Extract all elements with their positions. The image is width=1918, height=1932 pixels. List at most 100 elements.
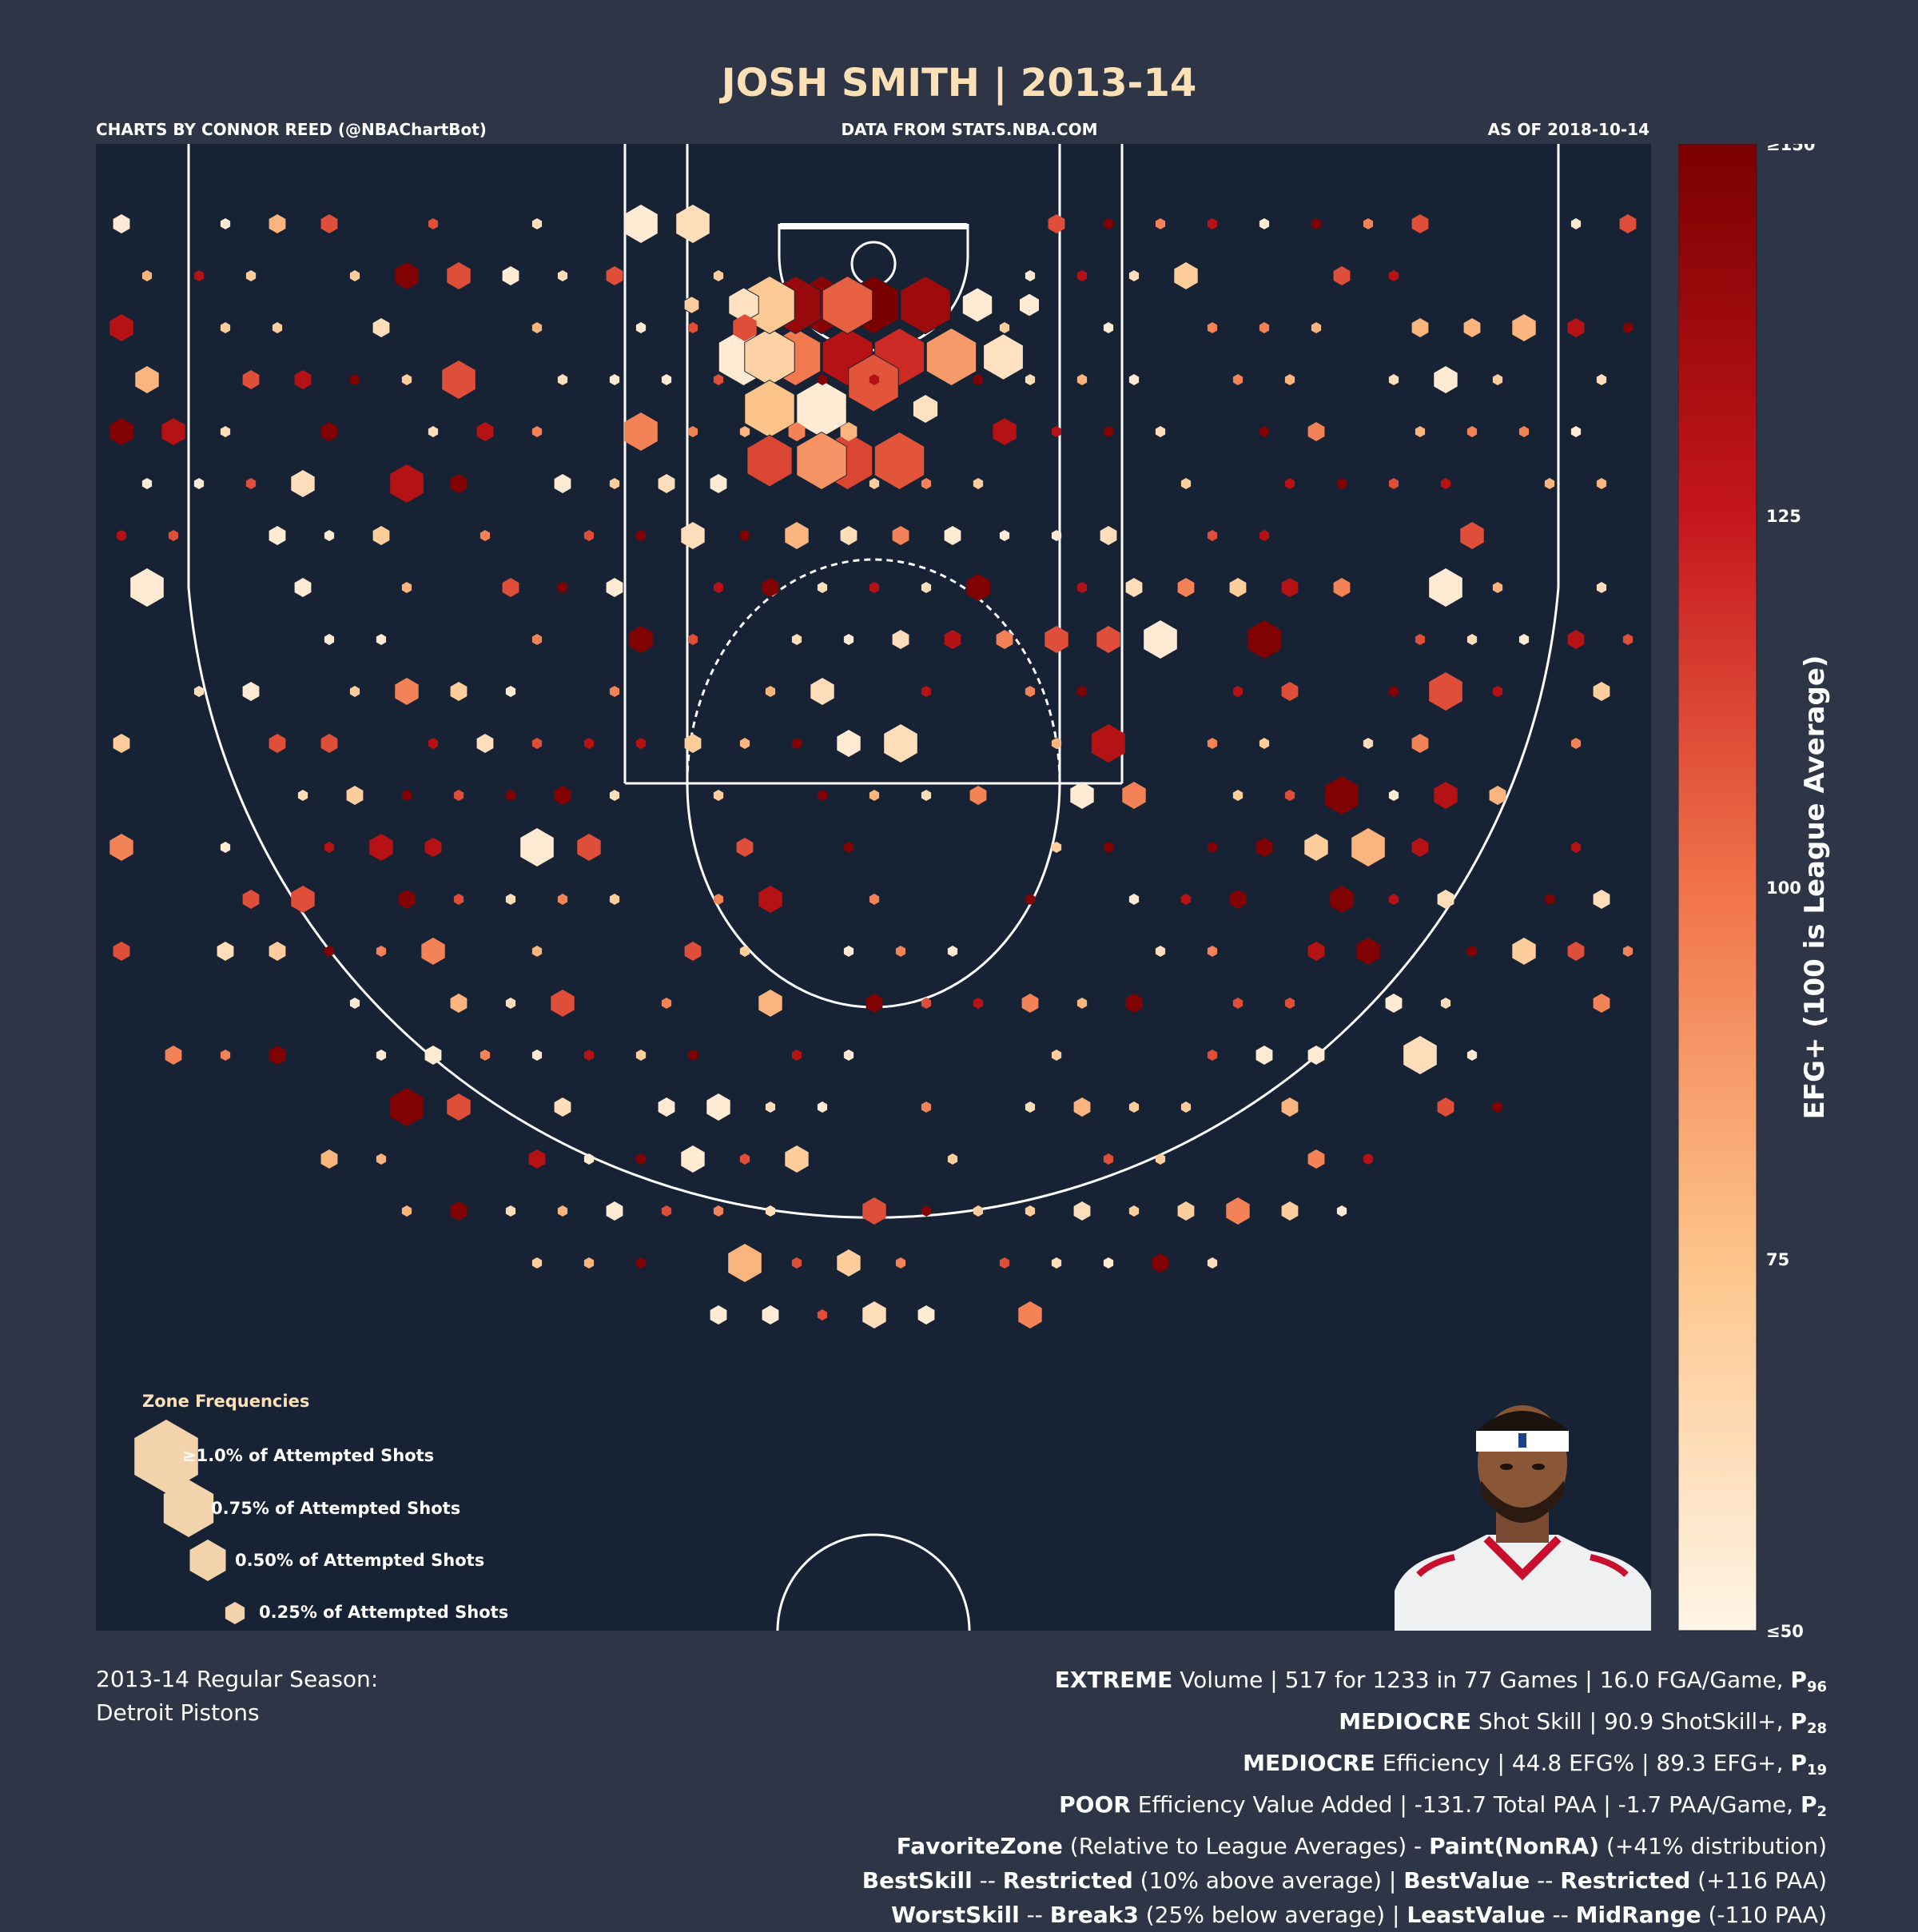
season-line: 2013-14 Regular Season: xyxy=(96,1666,379,1692)
bin-hex xyxy=(1336,1205,1347,1217)
bin-hex xyxy=(1259,530,1270,541)
bin-hex xyxy=(1051,738,1062,749)
bin-hex xyxy=(1076,998,1088,1009)
bin-hex xyxy=(272,322,283,333)
bin-hex xyxy=(1177,578,1195,597)
bin-hex xyxy=(531,426,543,437)
legend-label-1: ≥1.0% of Attempted Shots xyxy=(182,1446,434,1465)
bin-hex xyxy=(1356,938,1380,965)
bin-hex xyxy=(476,734,494,753)
bin-hex xyxy=(1622,322,1633,333)
bin-hex xyxy=(609,478,620,489)
shot-hex-25 xyxy=(912,393,939,424)
colorbar-tick-125: 125 xyxy=(1766,507,1801,526)
stats-summary: EXTREME Volume | 517 for 1233 in 77 Game… xyxy=(862,1663,1827,1932)
bin-hex xyxy=(324,530,335,541)
bin-hex xyxy=(1489,786,1506,805)
bin-hex xyxy=(1103,426,1114,437)
bin-hex xyxy=(1076,270,1088,281)
bin-hex xyxy=(921,582,932,593)
legend-label-4: 0.25% of Attempted Shots xyxy=(259,1603,508,1622)
bin-hex xyxy=(320,734,338,753)
bin-hex xyxy=(862,1301,886,1328)
bin-hex xyxy=(1351,828,1385,866)
bin-hex xyxy=(765,686,776,697)
bin-hex xyxy=(609,894,620,905)
bin-hex xyxy=(1567,318,1585,337)
bin-hex xyxy=(728,1244,762,1282)
bin-hex xyxy=(428,426,439,437)
efficiency-line: MEDIOCRE Efficiency | 44.8 EFG% | 89.3 E… xyxy=(1243,1750,1827,1779)
bin-hex xyxy=(1155,1153,1166,1165)
bin-hex xyxy=(973,998,984,1009)
bin-hex xyxy=(116,530,127,541)
bin-hex xyxy=(739,738,750,749)
bin-hex xyxy=(1025,1101,1036,1113)
bin-hex xyxy=(606,266,623,285)
bin-hex xyxy=(447,262,471,289)
bin-hex xyxy=(1411,838,1429,857)
bin-hex xyxy=(1307,1149,1325,1169)
bin-hex xyxy=(817,1309,828,1321)
bin-hex xyxy=(269,214,286,233)
best-skill-line: BestSkill -- Restricted (10% above avera… xyxy=(862,1867,1827,1894)
bin-hex xyxy=(1460,522,1484,549)
bin-hex xyxy=(840,422,858,441)
bin-hex xyxy=(390,464,424,503)
bin-hex xyxy=(869,374,880,385)
bin-hex xyxy=(369,834,393,861)
legend-hex-4 xyxy=(225,1602,245,1624)
bin-hex xyxy=(1207,1050,1218,1061)
bin-hex xyxy=(193,478,205,489)
bin-hex xyxy=(390,1088,424,1126)
bin-hex xyxy=(788,422,806,441)
bin-hex xyxy=(736,838,754,857)
bin-hex xyxy=(1144,620,1177,659)
bin-hex xyxy=(713,894,724,905)
bin-hex xyxy=(1232,790,1244,801)
bin-hex xyxy=(869,894,880,905)
bin-hex xyxy=(895,946,906,957)
bin-hex xyxy=(583,530,595,541)
legend-hex-2 xyxy=(163,1480,214,1537)
bin-hex xyxy=(635,322,647,333)
legend-hex-3 xyxy=(189,1540,226,1581)
bin-hex xyxy=(1232,686,1244,697)
bin-hex xyxy=(557,270,568,281)
bin-hex xyxy=(349,270,360,281)
bin-hex xyxy=(840,526,858,545)
bin-hex xyxy=(1437,1097,1454,1117)
bin-hex xyxy=(428,738,439,749)
bin-hex xyxy=(1259,322,1270,333)
bin-hex xyxy=(1492,1101,1503,1113)
bin-hex xyxy=(1622,946,1633,957)
bin-hex xyxy=(1307,942,1325,961)
bin-hex xyxy=(739,946,750,957)
bin-hex xyxy=(557,582,568,593)
bin-hex xyxy=(865,994,883,1013)
bin-hex xyxy=(713,270,724,281)
bin-hex xyxy=(401,582,412,593)
bin-hex xyxy=(242,370,260,389)
bin-hex xyxy=(242,890,260,909)
colorbar-tick-150: ≥150 xyxy=(1766,144,1815,154)
bin-hex xyxy=(531,946,543,957)
bin-hex xyxy=(245,270,257,281)
bin-hex xyxy=(862,1197,886,1225)
bin-hex xyxy=(424,1046,442,1065)
bin-hex xyxy=(453,790,464,801)
bin-hex xyxy=(1103,1153,1114,1165)
bin-hex xyxy=(109,834,133,861)
credit-center: DATA FROM STATS.NBA.COM xyxy=(841,120,1098,139)
bin-hex xyxy=(269,942,286,961)
bin-hex xyxy=(520,828,554,866)
bin-hex xyxy=(1180,1101,1192,1113)
bin-hex xyxy=(609,374,620,385)
bin-hex xyxy=(291,886,315,913)
bin-hex xyxy=(810,678,834,705)
bin-hex xyxy=(966,574,990,601)
bin-hex xyxy=(993,418,1017,445)
bin-hex xyxy=(1281,1097,1299,1117)
bin-hex xyxy=(1363,1153,1374,1165)
bin-hex xyxy=(401,790,412,801)
